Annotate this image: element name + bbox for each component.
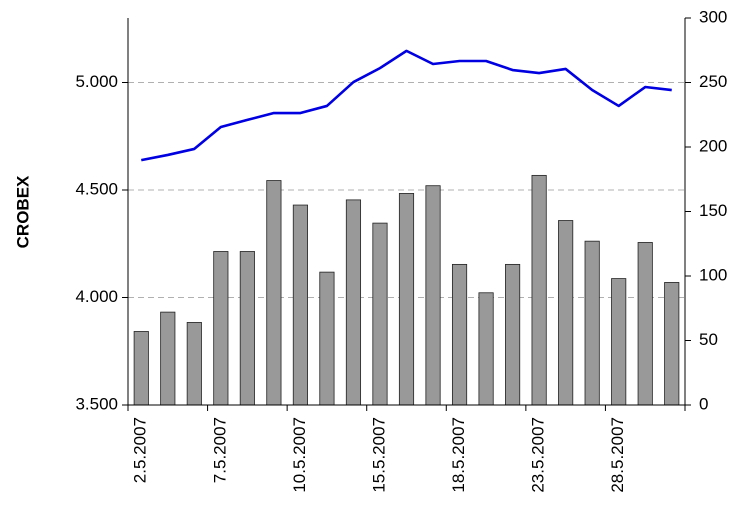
y-tick-label: 3.500: [75, 394, 118, 413]
bar: [558, 220, 574, 406]
bar: [292, 204, 308, 406]
bar: [266, 180, 282, 406]
bar: [584, 240, 600, 406]
y-tick-label: 4.000: [75, 287, 118, 306]
x-tick-label: 18.5.2007: [449, 417, 468, 493]
bar: [531, 174, 547, 406]
bar: [186, 322, 202, 406]
bar: [239, 251, 255, 406]
bar: [478, 292, 494, 406]
bar: [611, 278, 627, 406]
y2-tick-label: 50: [699, 330, 718, 349]
bar: [319, 271, 335, 406]
x-tick-label: 7.5.2007: [210, 417, 229, 483]
y2-tick-label: 100: [699, 265, 727, 284]
y-axis-label: CROBEX: [13, 175, 32, 248]
bar: [372, 222, 388, 406]
bar: [505, 263, 521, 406]
bar: [345, 199, 362, 406]
x-tick-label: 15.5.2007: [369, 417, 388, 493]
x-tick-label: 23.5.2007: [529, 417, 548, 493]
y2-tick-label: 0: [699, 394, 708, 413]
bar: [425, 185, 441, 406]
x-tick-label: 28.5.2007: [608, 417, 627, 493]
bar: [213, 251, 229, 406]
bar: [160, 311, 176, 406]
y-tick-label: 4.500: [75, 179, 118, 198]
line: [141, 49, 672, 162]
bar: [451, 263, 468, 406]
x-tick-label: 10.5.2007: [290, 417, 309, 493]
bar: [398, 193, 415, 406]
x-tick-label: 2.5.2007: [131, 417, 150, 483]
y2-tick-label: 250: [699, 72, 727, 91]
y2-tick-label: 150: [699, 201, 727, 220]
y2-tick-label: 300: [699, 7, 727, 26]
y-tick-label: 5.000: [75, 72, 118, 91]
bar: [133, 331, 149, 406]
bar: [664, 282, 680, 406]
bar: [637, 242, 653, 406]
y2-tick-label: 200: [699, 136, 727, 155]
